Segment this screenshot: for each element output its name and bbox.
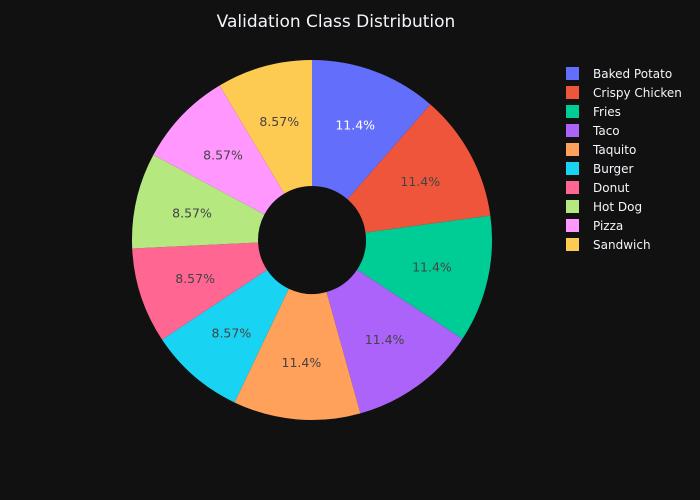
legend-label: Baked Potato [593, 67, 672, 81]
legend-swatch [566, 86, 579, 99]
slice-label-sandwich: 8.57% [259, 114, 299, 129]
slice-label-pizza: 8.57% [203, 148, 243, 163]
legend-swatch [566, 124, 579, 137]
legend-item-taquito[interactable]: Taquito [566, 140, 682, 159]
legend-label: Crispy Chicken [593, 86, 682, 100]
legend-item-pizza[interactable]: Pizza [566, 216, 682, 235]
slice-label-burger: 8.57% [212, 325, 252, 340]
slice-label-donut: 8.57% [175, 271, 215, 286]
slice-label-crispy-chicken: 11.4% [400, 174, 440, 189]
legend-label: Fries [593, 105, 621, 119]
legend-item-donut[interactable]: Donut [566, 178, 682, 197]
legend-label: Taquito [593, 143, 636, 157]
slice-label-taquito: 11.4% [282, 355, 322, 370]
legend-item-burger[interactable]: Burger [566, 159, 682, 178]
legend-item-crispy-chicken[interactable]: Crispy Chicken [566, 83, 682, 102]
legend-swatch [566, 238, 579, 251]
legend-swatch [566, 181, 579, 194]
legend-swatch [566, 162, 579, 175]
slice-label-taco: 11.4% [365, 332, 405, 347]
legend-item-fries[interactable]: Fries [566, 102, 682, 121]
legend-label: Hot Dog [593, 200, 642, 214]
legend-swatch [566, 67, 579, 80]
slice-label-baked-potato: 11.4% [335, 117, 375, 132]
legend-swatch [566, 105, 579, 118]
legend-swatch [566, 143, 579, 156]
legend-swatch [566, 200, 579, 213]
legend-label: Sandwich [593, 238, 651, 252]
legend-label: Taco [593, 124, 620, 138]
slice-label-fries: 11.4% [412, 260, 452, 275]
legend-label: Pizza [593, 219, 623, 233]
legend-item-sandwich[interactable]: Sandwich [566, 235, 682, 254]
legend-swatch [566, 219, 579, 232]
legend: Baked Potato Crispy Chicken Fries Taco Taqui… [566, 64, 682, 254]
legend-item-hot-dog[interactable]: Hot Dog [566, 197, 682, 216]
legend-item-baked-potato[interactable]: Baked Potato [566, 64, 682, 83]
slice-label-hot-dog: 8.57% [172, 205, 212, 220]
legend-item-taco[interactable]: Taco [566, 121, 682, 140]
legend-label: Donut [593, 181, 630, 195]
legend-label: Burger [593, 162, 634, 176]
